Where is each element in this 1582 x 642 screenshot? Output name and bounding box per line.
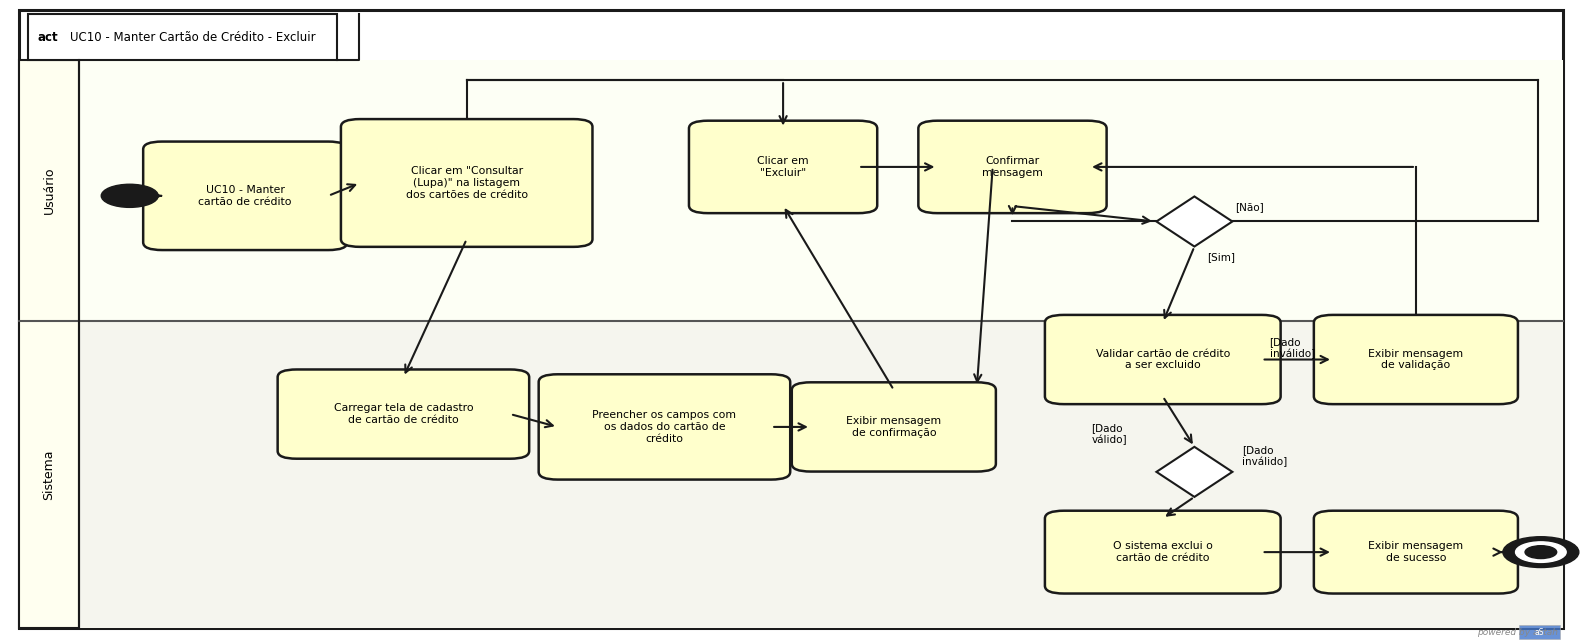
- Circle shape: [101, 184, 158, 207]
- FancyBboxPatch shape: [538, 374, 791, 480]
- FancyBboxPatch shape: [690, 121, 876, 213]
- FancyBboxPatch shape: [1315, 315, 1519, 404]
- FancyBboxPatch shape: [793, 382, 997, 471]
- Text: Carregar tela de cadastro
de cartão de crédito: Carregar tela de cadastro de cartão de c…: [334, 403, 473, 425]
- Text: Clicar em
"Excluir": Clicar em "Excluir": [758, 156, 808, 178]
- FancyBboxPatch shape: [340, 119, 592, 247]
- FancyBboxPatch shape: [1046, 315, 1281, 404]
- FancyBboxPatch shape: [144, 142, 348, 250]
- Text: O sistema exclui o
cartão de crédito: O sistema exclui o cartão de crédito: [1112, 541, 1213, 563]
- FancyBboxPatch shape: [1315, 511, 1519, 593]
- Text: Exibir mensagem
de sucesso: Exibir mensagem de sucesso: [1368, 541, 1463, 563]
- Text: [Não]: [Não]: [1236, 202, 1264, 213]
- Circle shape: [1525, 546, 1557, 559]
- Text: Preencher os campos com
os dados do cartão de
crédito: Preencher os campos com os dados do cart…: [592, 410, 737, 444]
- Text: Usuário: Usuário: [43, 167, 55, 214]
- Text: aS: aS: [1535, 628, 1544, 637]
- Text: [Sim]: [Sim]: [1207, 252, 1236, 262]
- Text: powered by astah: powered by astah: [1478, 628, 1558, 637]
- Text: [Dado
válido]: [Dado válido]: [1092, 423, 1128, 445]
- Text: UC10 - Manter Cartão de Crédito - Excluir: UC10 - Manter Cartão de Crédito - Exclui…: [70, 31, 315, 44]
- Text: UC10 - Manter
cartão de crédito: UC10 - Manter cartão de crédito: [198, 185, 293, 207]
- Circle shape: [1503, 537, 1579, 568]
- Text: Clicar em "Consultar
(Lupa)" na listagem
dos cartões de crédito: Clicar em "Consultar (Lupa)" na listagem…: [405, 166, 528, 200]
- FancyBboxPatch shape: [19, 10, 1563, 628]
- FancyBboxPatch shape: [278, 370, 530, 458]
- Polygon shape: [1156, 196, 1232, 247]
- Text: act: act: [38, 31, 59, 44]
- FancyBboxPatch shape: [1519, 625, 1560, 639]
- Text: Confirmar
mensagem: Confirmar mensagem: [982, 156, 1043, 178]
- Text: [Dado
inválido]: [Dado inválido]: [1242, 445, 1288, 467]
- Text: Validar cartão de crédito
a ser excluido: Validar cartão de crédito a ser excluido: [1096, 349, 1229, 370]
- FancyBboxPatch shape: [918, 121, 1107, 213]
- FancyBboxPatch shape: [28, 14, 337, 60]
- Text: Sistema: Sistema: [43, 449, 55, 499]
- Text: Exibir mensagem
de validação: Exibir mensagem de validação: [1368, 349, 1463, 370]
- FancyBboxPatch shape: [79, 321, 1563, 628]
- Text: Exibir mensagem
de confirmação: Exibir mensagem de confirmação: [846, 416, 941, 438]
- FancyBboxPatch shape: [1046, 511, 1281, 593]
- FancyBboxPatch shape: [79, 60, 1563, 321]
- FancyBboxPatch shape: [19, 60, 79, 628]
- Circle shape: [1516, 542, 1566, 562]
- Text: [Dado
inválido]: [Dado inválido]: [1270, 337, 1315, 359]
- Polygon shape: [1156, 447, 1232, 497]
